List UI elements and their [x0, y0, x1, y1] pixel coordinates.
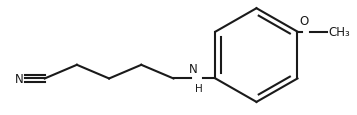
- Text: H: H: [195, 84, 203, 93]
- Text: CH₃: CH₃: [329, 26, 351, 39]
- Text: N: N: [14, 72, 23, 85]
- Text: O: O: [300, 15, 309, 27]
- Text: N: N: [188, 62, 197, 75]
